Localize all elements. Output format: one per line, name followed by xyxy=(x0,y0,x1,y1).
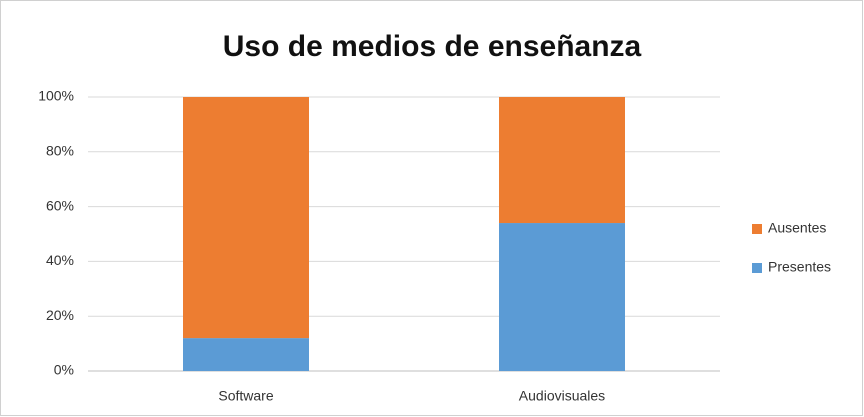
legend-label: Presentes xyxy=(768,259,831,275)
legend-label: Ausentes xyxy=(768,220,826,236)
y-tick-label: 80% xyxy=(46,143,74,159)
bar-segment xyxy=(183,338,309,371)
bar-segment xyxy=(499,223,625,371)
x-tick-label: Software xyxy=(218,388,273,404)
y-tick-label: 60% xyxy=(46,197,74,213)
chart-title: Uso de medios de enseñanza xyxy=(223,30,642,63)
legend-swatch xyxy=(752,263,762,273)
y-tick-label: 20% xyxy=(46,307,74,323)
y-tick-label: 0% xyxy=(54,362,74,378)
bar-segment xyxy=(499,97,625,224)
y-tick-label: 40% xyxy=(46,252,74,268)
x-tick-label: Audiovisuales xyxy=(519,388,605,404)
legend-swatch xyxy=(752,224,762,234)
bar-segment xyxy=(183,97,309,339)
y-tick-label: 100% xyxy=(38,88,74,104)
